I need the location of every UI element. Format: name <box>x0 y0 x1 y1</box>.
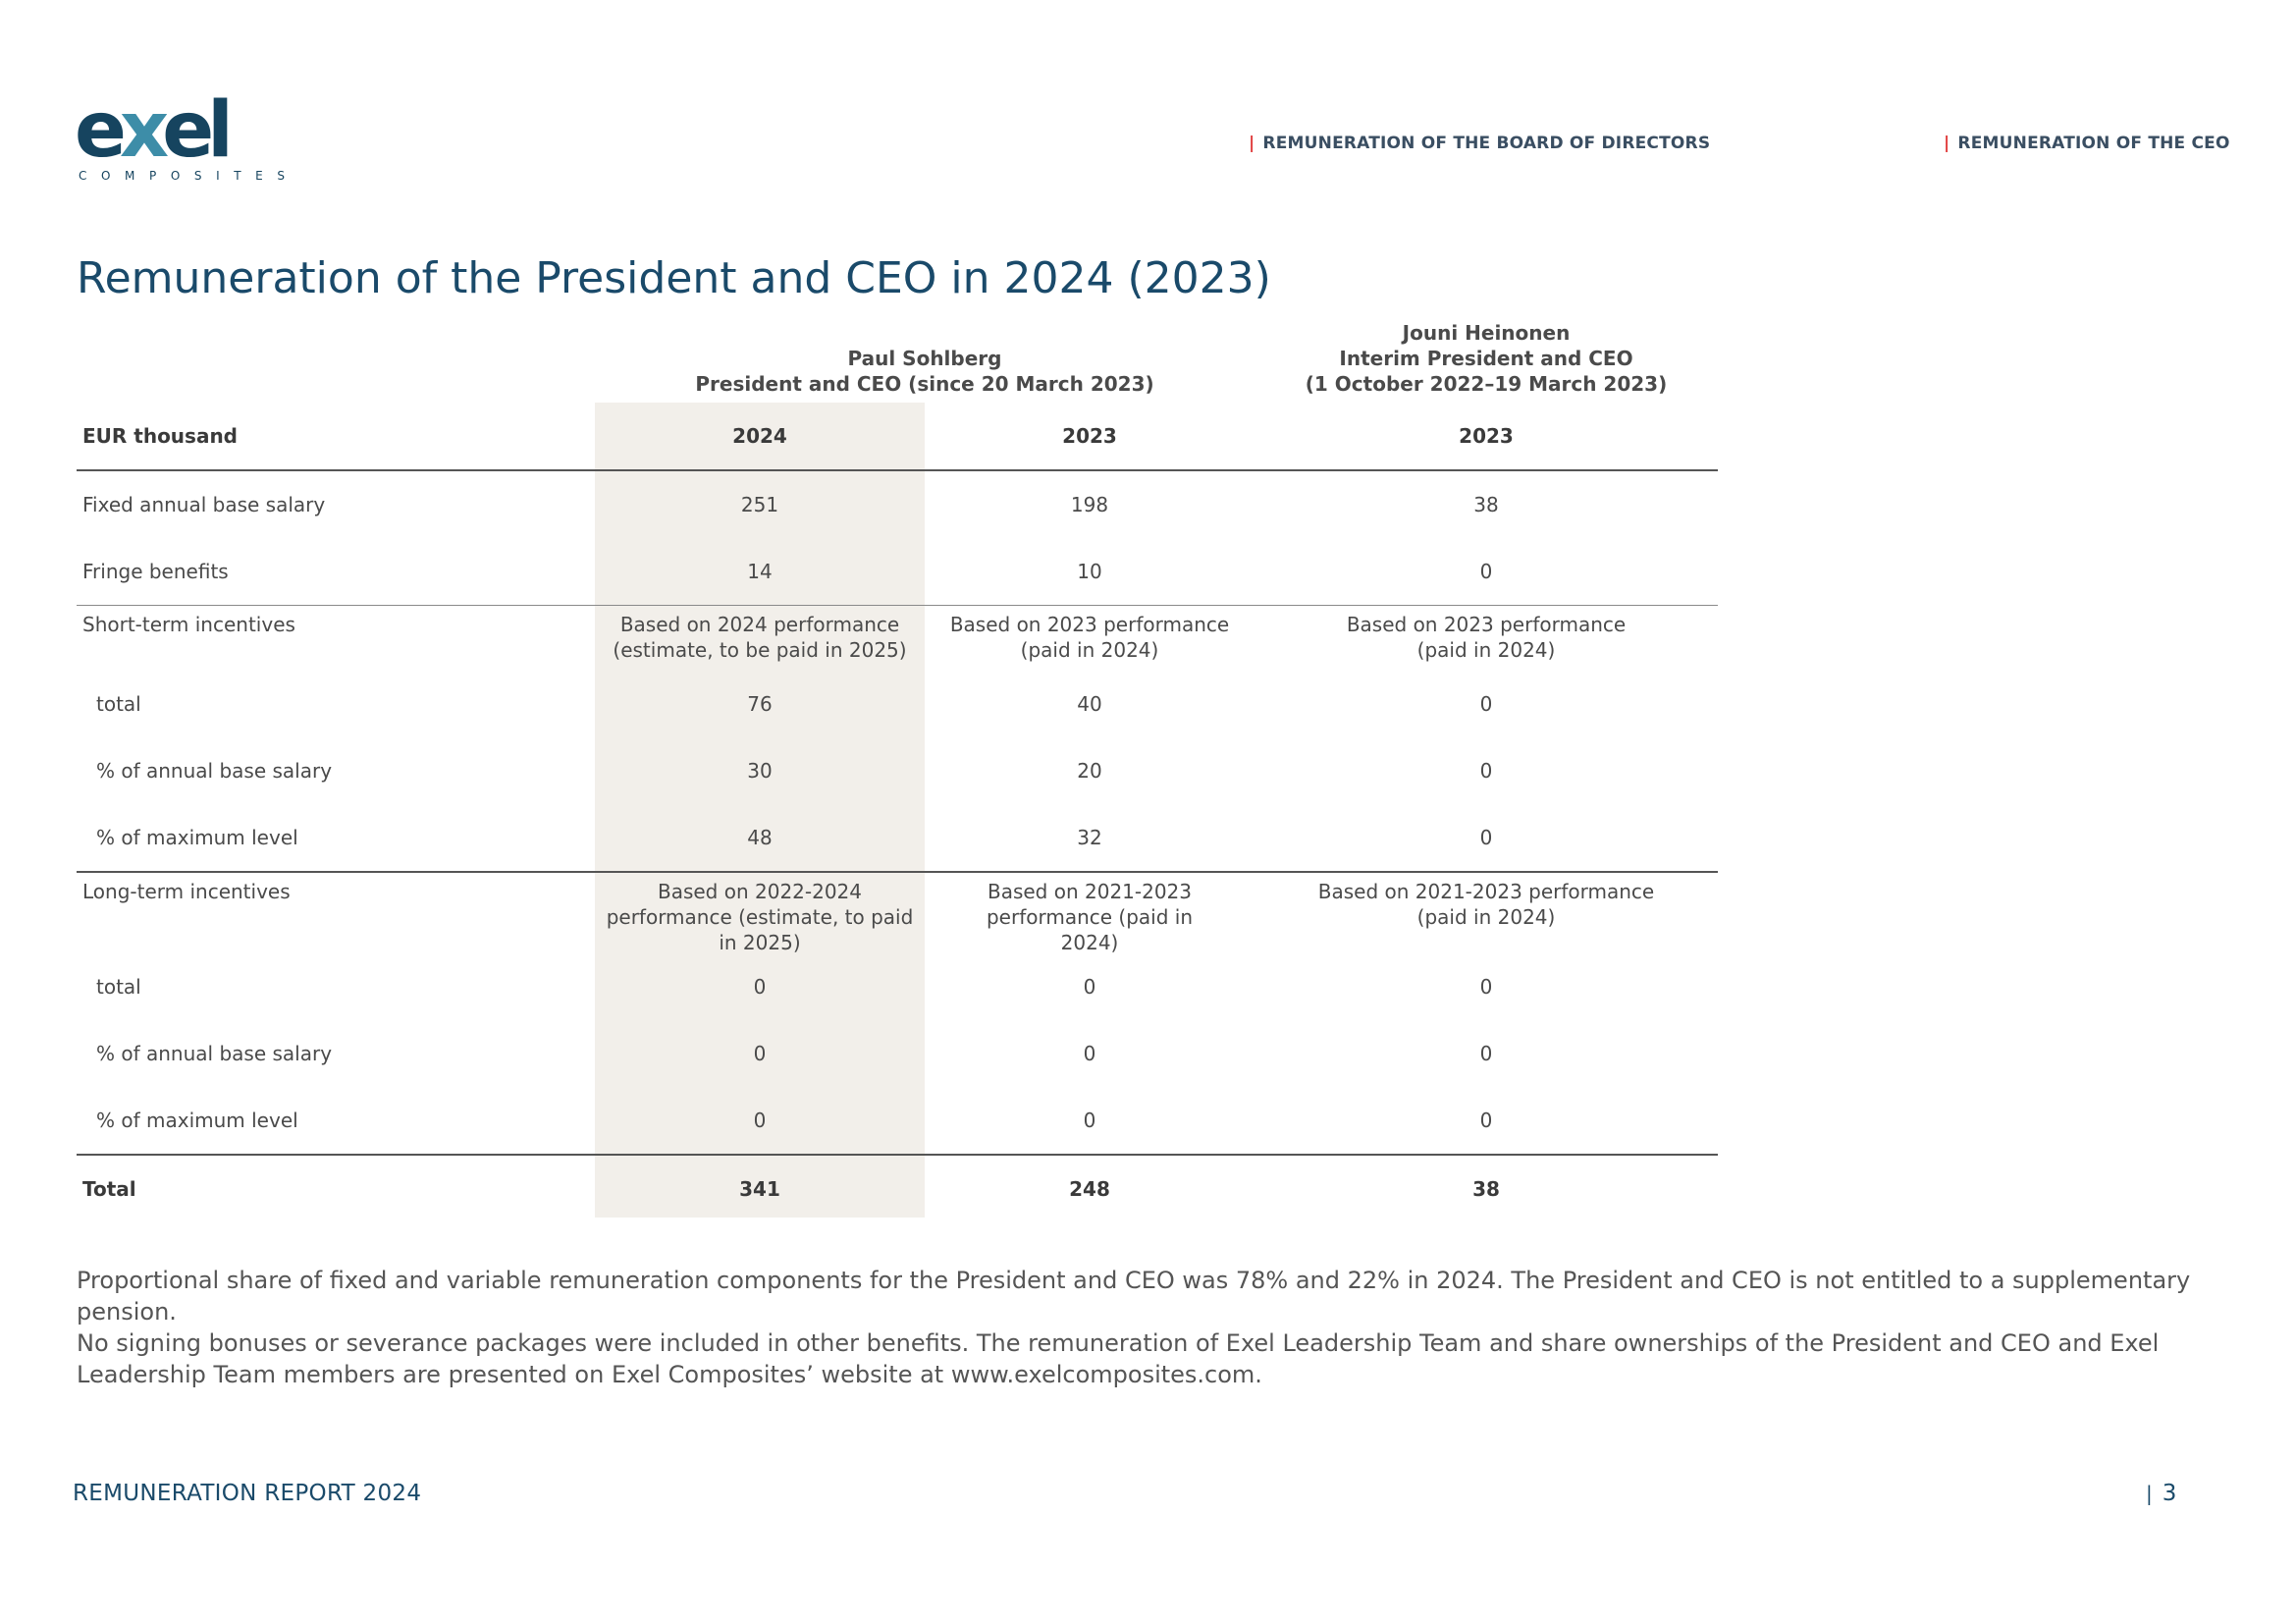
table-row-label: Fixed annual base salary <box>82 493 326 516</box>
table-cell: 32 <box>1077 826 1102 849</box>
table-cell-total: 341 <box>739 1177 780 1201</box>
table-row-label: % of maximum level <box>96 1109 298 1132</box>
person-period: (1 October 2022–19 March 2023) <box>1305 372 1668 396</box>
logo-subtitle: COMPOSITES <box>79 169 299 183</box>
table-cell: 0 <box>1479 692 1493 716</box>
table-row-label: % of maximum level <box>96 826 298 849</box>
logo-letters-el: el <box>162 86 234 175</box>
logo-letter-e: e <box>75 86 127 175</box>
footnote-line-1: Proportional share of fixed and variable… <box>77 1267 2191 1326</box>
remuneration-table: Paul Sohlberg President and CEO (since 2… <box>77 321 1718 1218</box>
table-cell: 48 <box>747 826 773 849</box>
table-cell: 0 <box>1479 1109 1493 1132</box>
table-cell: 0 <box>753 1109 767 1132</box>
table-cell: 76 <box>747 692 773 716</box>
person-role: President and CEO (since 20 March 2023) <box>695 372 1154 396</box>
table-cell: 38 <box>1473 493 1499 516</box>
table-cell: 0 <box>1083 1109 1096 1132</box>
table-cell: 251 <box>740 493 779 516</box>
logo-letter-x: x <box>119 86 169 175</box>
exel-composites-logo[interactable]: exel COMPOSITES <box>75 92 285 183</box>
table-cell: 0 <box>1083 975 1096 999</box>
table-cell: 20 <box>1077 759 1102 783</box>
page-title: Remuneration of the President and CEO in… <box>77 253 1271 303</box>
table-rule <box>77 871 1718 873</box>
page-number: | 3 <box>2146 1481 2176 1506</box>
table-cell: 0 <box>1083 1042 1096 1065</box>
header-person-heinonen: Jouni Heinonen Interim President and CEO… <box>1255 321 1718 403</box>
nav-link-ceo-remuneration[interactable]: | REMUNERATION OF THE CEO <box>1944 134 2230 153</box>
table-cell: 14 <box>747 560 773 583</box>
table-rule <box>77 469 1718 471</box>
table-cell: 40 <box>1077 692 1102 716</box>
header-person-sohlberg: Paul Sohlberg President and CEO (since 2… <box>595 324 1255 403</box>
table-cell-basis: Based on 2023 performance (paid in 2024) <box>949 613 1230 662</box>
table-row-label: Fringe benefits <box>82 560 229 583</box>
table-cell: 0 <box>753 975 767 999</box>
table-cell: 198 <box>1070 493 1109 516</box>
header-year-2023: 2023 <box>1062 424 1117 448</box>
table-cell-basis: Based on 2022-2024 performance (estimate… <box>606 880 914 954</box>
table-row-label: total <box>96 692 141 716</box>
person-role: Interim President and CEO <box>1339 347 1633 370</box>
table-cell: 0 <box>1479 759 1493 783</box>
table-cell: 0 <box>1479 975 1493 999</box>
header-unit: EUR thousand <box>82 424 238 448</box>
person-name: Paul Sohlberg <box>847 347 1002 370</box>
table-row-label-total: Total <box>82 1177 136 1201</box>
table-row-label: total <box>96 975 141 999</box>
logo-wordmark: exel <box>75 92 234 169</box>
nav-separator: | <box>1249 134 1255 153</box>
table-row-label: Long-term incentives <box>82 880 291 903</box>
table-cell: 0 <box>753 1042 767 1065</box>
table-cell-basis: Based on 2024 performance (estimate, to … <box>613 613 907 662</box>
footer-report-title: REMUNERATION REPORT 2024 <box>73 1481 422 1506</box>
nav-separator: | <box>1944 134 1950 153</box>
nav-link-board-remuneration[interactable]: | REMUNERATION OF THE BOARD OF DIRECTORS <box>1249 134 1710 153</box>
table-cell-basis: Based on 2023 performance (paid in 2024) <box>1346 613 1627 662</box>
table-cell-basis: Based on 2021-2023 performance (paid in … <box>1317 880 1655 929</box>
person-name: Jouni Heinonen <box>1402 321 1571 345</box>
table-cell: 0 <box>1479 560 1493 583</box>
table-cell: 0 <box>1479 1042 1493 1065</box>
table-cell: 0 <box>1479 826 1493 849</box>
header-year-2023-interim: 2023 <box>1459 424 1514 448</box>
footnote: Proportional share of fixed and variable… <box>77 1265 2256 1390</box>
header-year-2024: 2024 <box>732 424 787 448</box>
footnote-line-2: No signing bonuses or severance packages… <box>77 1329 2160 1388</box>
table-cell-total: 38 <box>1472 1177 1500 1201</box>
table-cell: 10 <box>1077 560 1102 583</box>
nav-link-board-label: REMUNERATION OF THE BOARD OF DIRECTORS <box>1262 134 1711 153</box>
table-row-label: % of annual base salary <box>96 1042 333 1065</box>
table-cell-basis: Based on 2021-2023 performance (paid in … <box>986 880 1194 954</box>
table-row-label: % of annual base salary <box>96 759 333 783</box>
header-empty <box>77 324 595 403</box>
nav-link-ceo-label: REMUNERATION OF THE CEO <box>1957 134 2230 153</box>
table-cell: 30 <box>747 759 773 783</box>
table-cell-total: 248 <box>1069 1177 1110 1201</box>
table-rule <box>77 1154 1718 1156</box>
page-number-value: 3 <box>2162 1481 2177 1506</box>
highlight-column-2024 <box>595 403 925 1218</box>
footer-separator: | <box>2146 1482 2153 1505</box>
table-rule <box>77 605 1718 606</box>
table-row-label: Short-term incentives <box>82 613 295 636</box>
table-grid: Paul Sohlberg President and CEO (since 2… <box>77 321 1718 1222</box>
